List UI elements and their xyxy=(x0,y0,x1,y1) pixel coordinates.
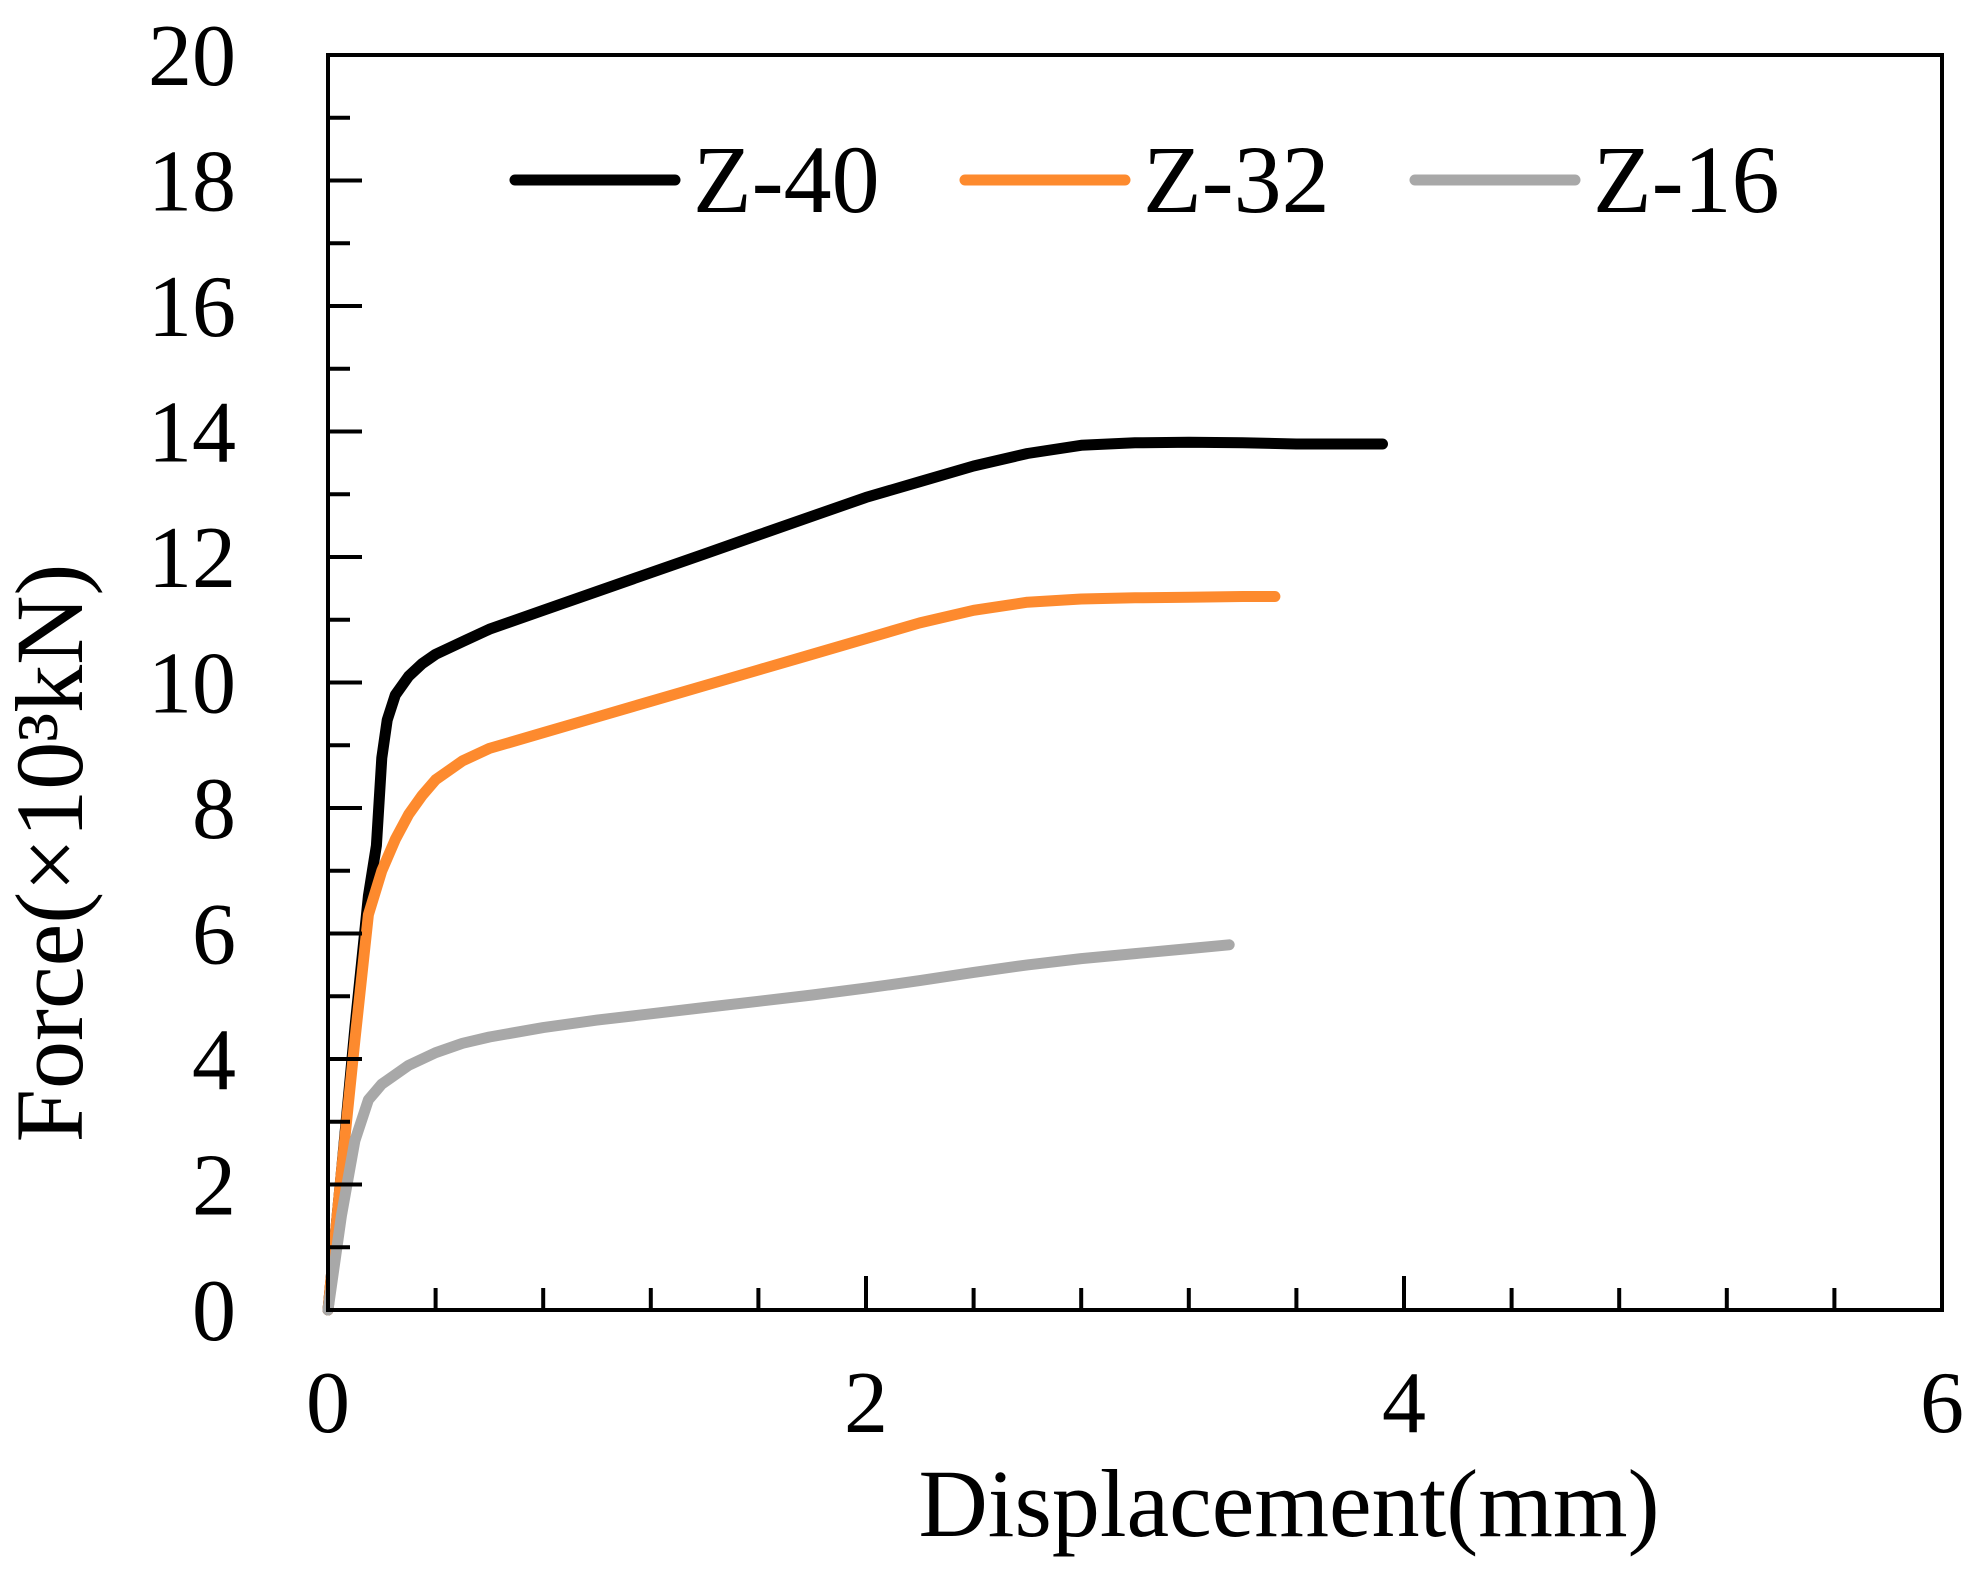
series-line-z-32 xyxy=(322,591,1281,1316)
x-tick-label: 0 xyxy=(306,1355,350,1452)
plot-frame xyxy=(326,53,1944,1312)
x-tick-label: 6 xyxy=(1920,1355,1964,1452)
y-tick-label: 10 xyxy=(148,636,236,733)
y-tick-label: 12 xyxy=(148,510,236,607)
series-layer xyxy=(322,436,1388,1316)
series-line-z-16 xyxy=(322,939,1235,1316)
y-tick-label: 8 xyxy=(192,761,236,858)
x-axis-title: Displacement(mm) xyxy=(918,1450,1659,1557)
x-tick-label: 4 xyxy=(1382,1355,1426,1452)
axes-layer: 0 2 4 6 8 10 12 14 16 18 20 0 2 4 6 xyxy=(148,8,1964,1452)
y-tick-label: 4 xyxy=(192,1012,236,1109)
y-tick-label: 6 xyxy=(192,887,236,984)
y-axis-title: Force(×10³kN) xyxy=(0,564,103,1143)
y-tick-label: 20 xyxy=(148,8,236,105)
legend-label-z-32: Z-32 xyxy=(1143,126,1330,233)
legend-label-z-16: Z-16 xyxy=(1593,126,1780,233)
y-tick-label: 2 xyxy=(192,1138,236,1235)
series-line-z-40 xyxy=(322,436,1388,1316)
y-tick-label: 16 xyxy=(148,259,236,356)
legend-label-z-40: Z-40 xyxy=(693,126,880,233)
y-tick-label: 14 xyxy=(148,385,236,482)
x-tick-label: 2 xyxy=(844,1355,888,1452)
y-tick-label: 0 xyxy=(192,1263,236,1360)
legend: Z-40 Z-32 Z-16 xyxy=(509,126,1780,233)
y-tick-label: 18 xyxy=(148,134,236,231)
